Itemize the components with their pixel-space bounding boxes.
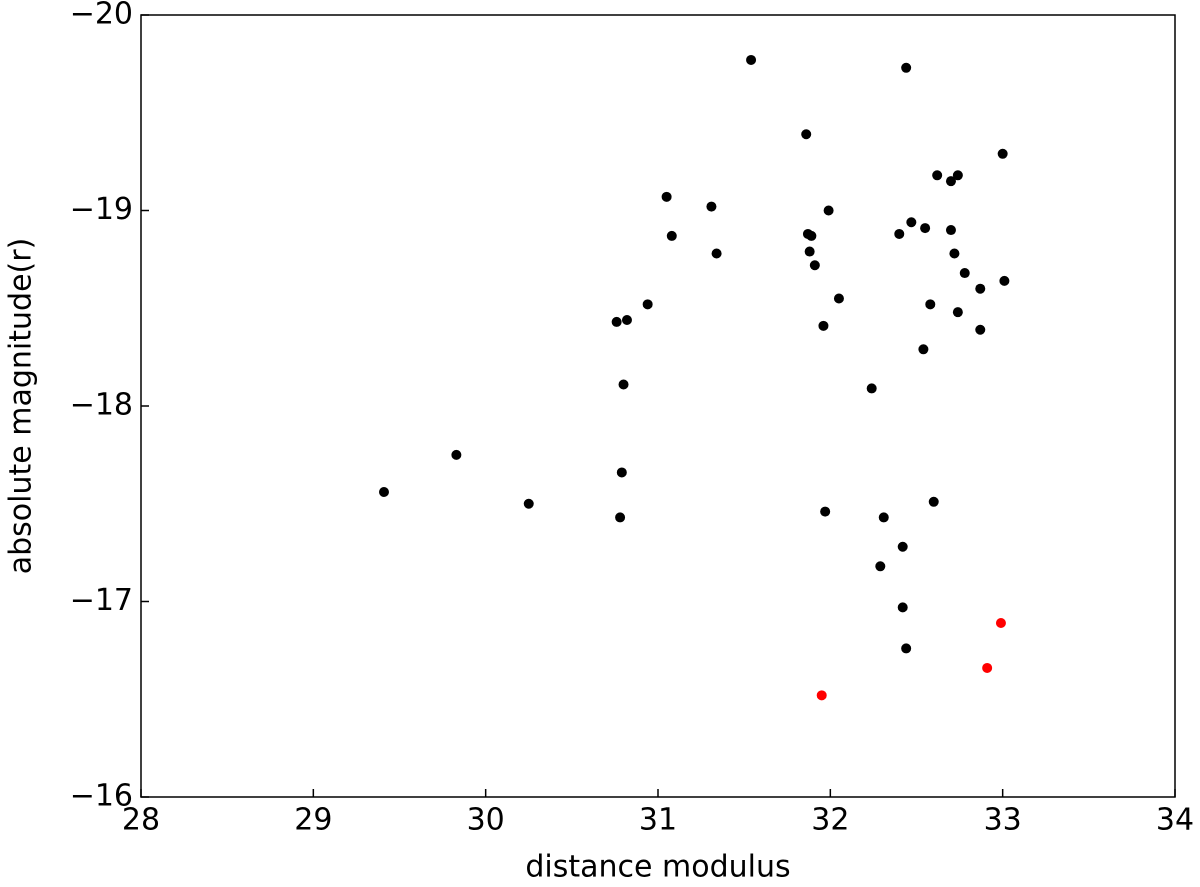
y-tick-label: −17	[70, 583, 133, 618]
point	[875, 561, 886, 572]
point	[818, 320, 829, 331]
point	[897, 602, 908, 613]
y-tick-label: −19	[70, 192, 133, 227]
point	[995, 618, 1006, 629]
y-axis-label: absolute magnitude(r)	[4, 238, 39, 575]
x-axis-label: distance modulus	[525, 850, 790, 885]
x-tick-label: 32	[811, 803, 849, 838]
point	[642, 299, 653, 310]
point	[906, 217, 917, 228]
point	[816, 690, 827, 701]
x-tick-label: 29	[294, 803, 332, 838]
point	[932, 170, 943, 181]
point	[901, 62, 912, 73]
point	[806, 230, 817, 241]
point	[809, 260, 820, 271]
point	[928, 496, 939, 507]
point	[804, 246, 815, 257]
x-tick-label: 30	[467, 803, 505, 838]
point	[523, 498, 534, 509]
point	[706, 201, 717, 212]
point	[945, 176, 956, 187]
point	[711, 248, 722, 259]
x-tick-label: 28	[122, 803, 160, 838]
point	[451, 449, 462, 460]
point	[918, 344, 929, 355]
point	[878, 512, 889, 523]
point	[661, 191, 672, 202]
x-tick-label: 34	[1156, 803, 1194, 838]
point	[975, 324, 986, 335]
point	[920, 223, 931, 234]
point	[746, 54, 757, 65]
point	[949, 248, 960, 259]
point	[997, 148, 1008, 159]
point	[621, 314, 632, 325]
point	[901, 643, 912, 654]
point	[959, 268, 970, 279]
y-tick-label: −16	[70, 779, 133, 814]
y-tick-label: −18	[70, 388, 133, 423]
point	[982, 662, 993, 673]
point	[820, 506, 831, 517]
x-tick-label: 33	[984, 803, 1022, 838]
x-tick-label: 31	[639, 803, 677, 838]
plot-frame	[140, 14, 1176, 798]
point	[801, 129, 812, 140]
point	[897, 541, 908, 552]
y-tick-label: −20	[70, 0, 133, 32]
point	[615, 512, 626, 523]
point	[975, 283, 986, 294]
point	[894, 228, 905, 239]
point	[378, 487, 389, 498]
point	[666, 230, 677, 241]
point	[945, 225, 956, 236]
point	[999, 275, 1010, 286]
point	[952, 170, 963, 181]
point	[925, 299, 936, 310]
point	[616, 467, 627, 478]
point	[823, 205, 834, 216]
point	[618, 379, 629, 390]
point	[952, 307, 963, 318]
point	[611, 316, 622, 327]
point	[833, 293, 844, 304]
point	[866, 383, 877, 394]
